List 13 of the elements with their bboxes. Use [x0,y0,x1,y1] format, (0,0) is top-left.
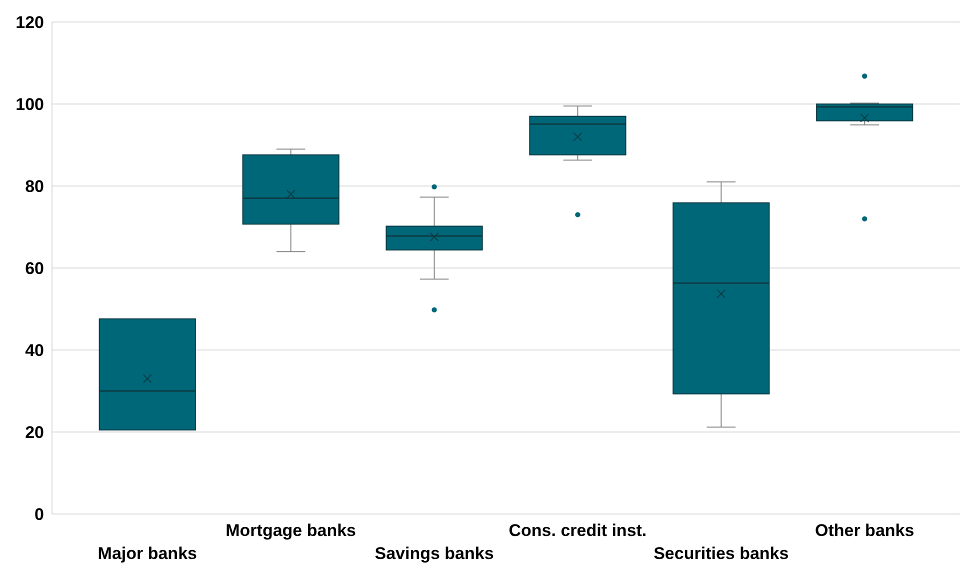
x-tick-label: Mortgage banks [226,521,356,540]
x-tick-label: Other banks [815,521,914,540]
y-tick-label: 0 [34,504,44,524]
y-tick-label: 20 [25,422,44,442]
y-tick-label: 100 [16,94,44,114]
y-tick-label: 40 [25,340,44,360]
y-tick-label: 120 [16,12,44,32]
y-tick-label: 80 [25,176,44,196]
y-tick-label: 60 [25,258,44,278]
x-tick-label: Securities banks [654,544,789,563]
x-tick-label: Cons. credit inst. [508,521,647,540]
x-tick-label: Savings banks [374,544,494,563]
x-tick-label: Major banks [98,544,197,563]
